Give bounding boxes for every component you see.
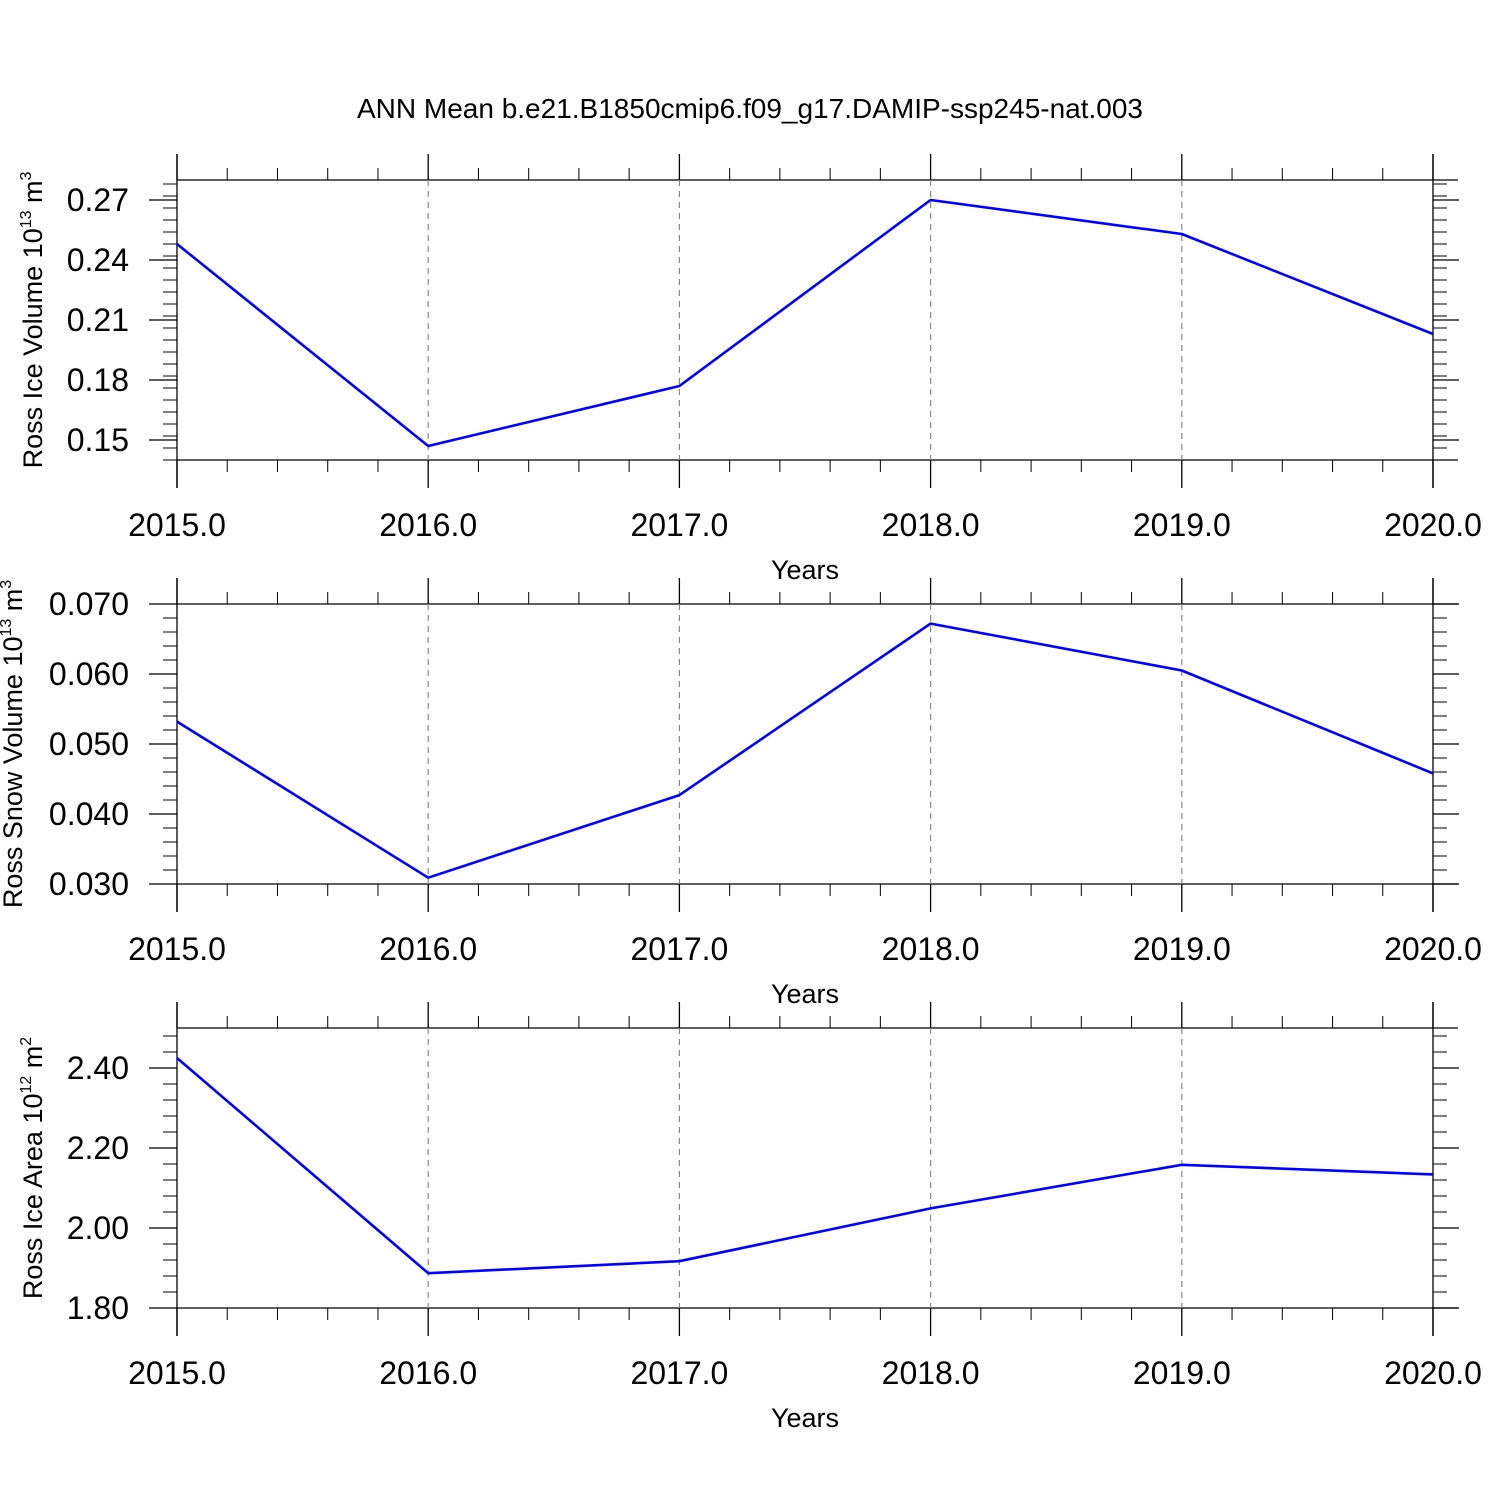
- y-axis-label: Ross Ice Area 1012 m2: [18, 1037, 48, 1299]
- panels: 2015.0 2016.0 2017.0 2018.0 2019.0 2020.0 0.15…: [0, 154, 1482, 1433]
- x-tick-label: 2019.0: [1133, 1355, 1231, 1391]
- x-tick-label: 2016.0: [379, 507, 477, 543]
- y-tick-label: 0.030: [49, 866, 129, 902]
- x-tick-label: 2020.0: [1384, 1355, 1482, 1391]
- y-axis-label: Ross Snow Volume 1013 m3: [0, 580, 28, 908]
- x-axis-label: Years: [771, 555, 839, 585]
- x-tick-label: 2017.0: [630, 931, 728, 967]
- y-axis-label: Ross Ice Volume 1013 m3: [18, 171, 48, 468]
- y-tick-label: 0.27: [67, 182, 129, 218]
- x-tick-label: 2015.0: [128, 931, 226, 967]
- series-line: [176, 198, 1434, 448]
- panel-1: 2015.0 2016.0 2017.0 2018.0 2019.0 2020.0 0.15…: [18, 154, 1482, 585]
- figure-title: ANN Mean b.e21.B1850cmip6.f09_g17.DAMIP-…: [357, 93, 1143, 124]
- panel-3: 2015.0 2016.0 2017.0 2018.0 2019.0 2020.0 1.80…: [18, 1002, 1482, 1433]
- y-tick-label: 0.060: [49, 656, 129, 692]
- x-axis-label: Years: [771, 1403, 839, 1433]
- x-tick-label: 2018.0: [882, 931, 980, 967]
- y-tick-label: 0.070: [49, 586, 129, 622]
- x-tick-label: 2016.0: [379, 931, 477, 967]
- x-tick-label: 2020.0: [1384, 931, 1482, 967]
- panel-2: 2015.0 2016.0 2017.0 2018.0 2019.0 2020.0 0.03…: [0, 578, 1482, 1009]
- x-tick-label: 2020.0: [1384, 507, 1482, 543]
- x-tick-label: 2018.0: [882, 507, 980, 543]
- y-tick-label: 0.040: [49, 796, 129, 832]
- x-tick-label: 2017.0: [630, 507, 728, 543]
- y-tick-label: 0.21: [67, 302, 129, 338]
- y-tick-label: 2.00: [67, 1210, 129, 1246]
- x-tick-label: 2019.0: [1133, 931, 1231, 967]
- y-tick-label: 1.80: [67, 1290, 129, 1326]
- y-tick-label: 0.15: [67, 422, 129, 458]
- y-tick-label: 0.24: [67, 242, 129, 278]
- x-tick-label: 2016.0: [379, 1355, 477, 1391]
- x-tick-label: 2017.0: [630, 1355, 728, 1391]
- x-tick-label: 2015.0: [128, 1355, 226, 1391]
- y-tick-label: 0.18: [67, 362, 129, 398]
- x-tick-label: 2015.0: [128, 507, 226, 543]
- y-tick-label: 0.050: [49, 726, 129, 762]
- x-tick-label: 2018.0: [882, 1355, 980, 1391]
- x-axis-label: Years: [771, 979, 839, 1009]
- x-tick-label: 2019.0: [1133, 507, 1231, 543]
- y-tick-label: 2.40: [67, 1050, 129, 1086]
- series-line: [176, 622, 1434, 880]
- series-line: [176, 1057, 1434, 1275]
- y-tick-label: 2.20: [67, 1130, 129, 1166]
